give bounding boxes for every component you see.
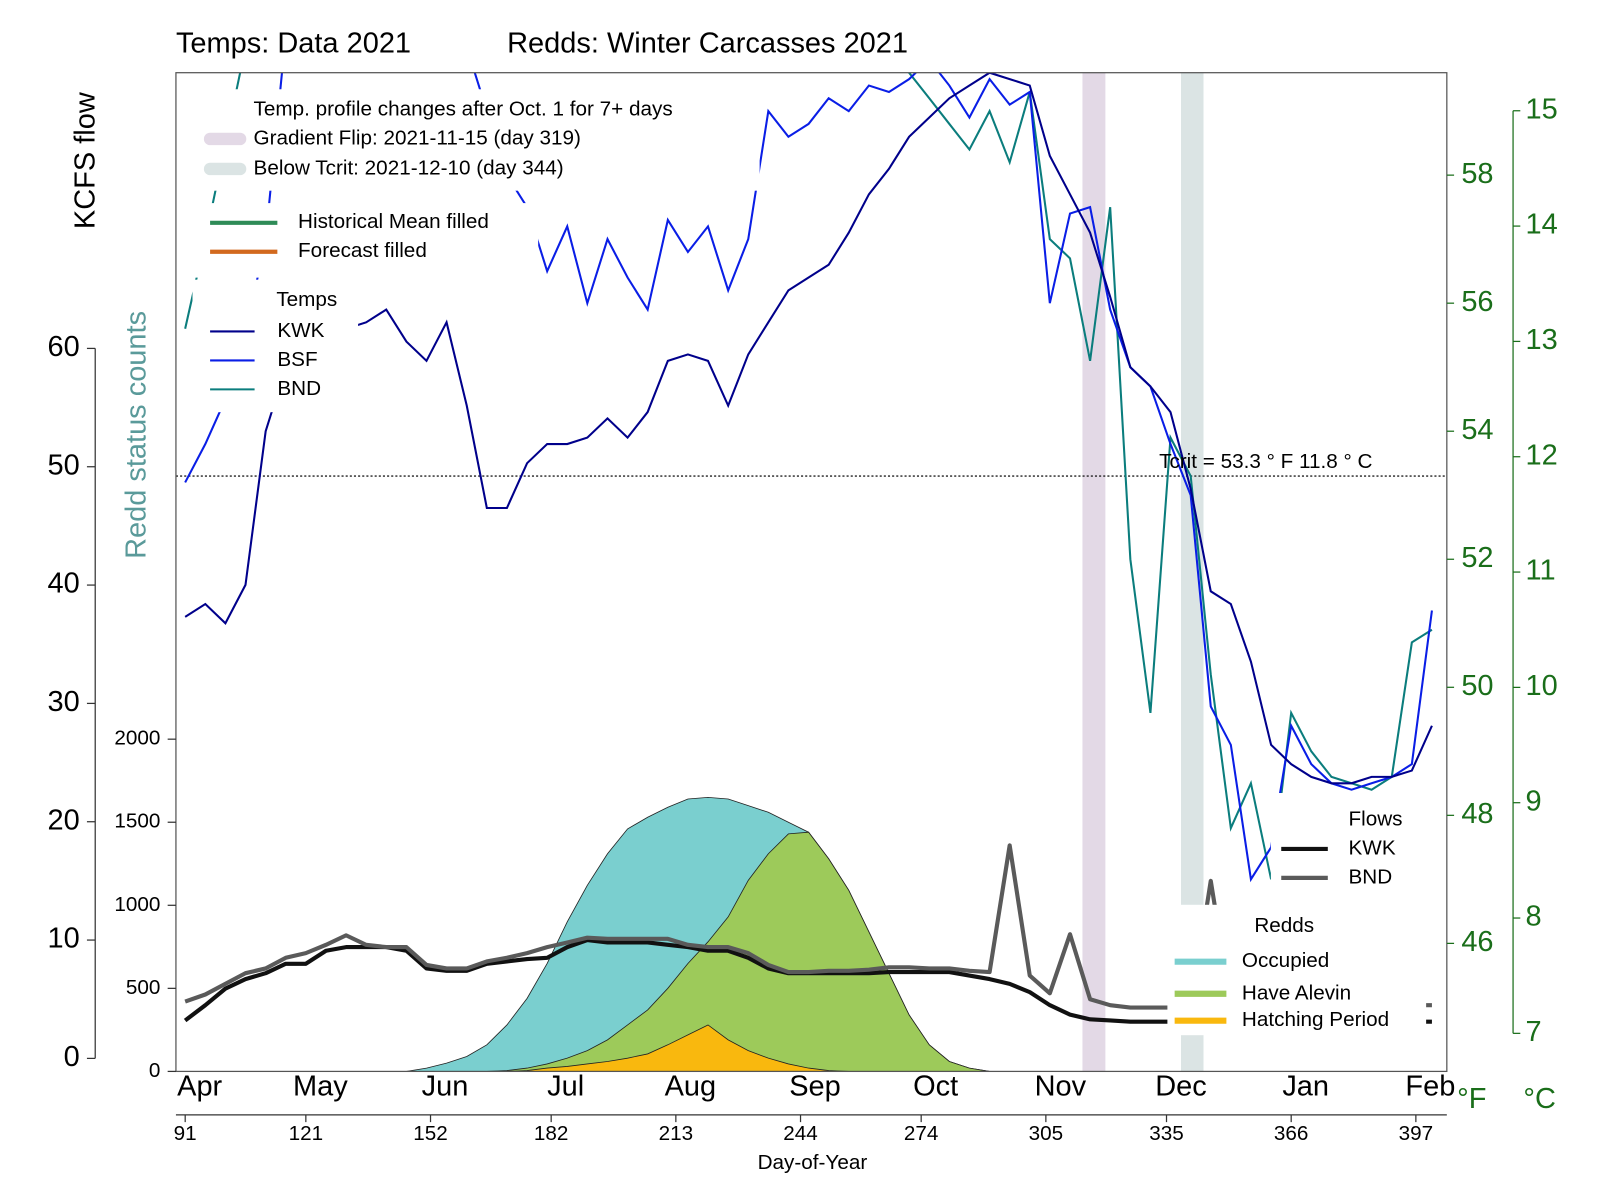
month-label: Nov xyxy=(1035,1071,1087,1103)
legend-label: KWK xyxy=(277,319,324,342)
plot-frame xyxy=(175,72,1448,1073)
month-label: Jun xyxy=(422,1071,469,1103)
y-tick-label: 500 xyxy=(126,976,161,999)
y3-tick-label: 7 xyxy=(1525,1016,1541,1048)
month-label: Aug xyxy=(665,1071,717,1103)
legend-title: Flows xyxy=(1349,807,1403,830)
y-axis-title: KCFS flow xyxy=(70,92,102,229)
band xyxy=(1180,72,1204,1072)
month-label: Jul xyxy=(547,1071,584,1103)
x-tick-label: 274 xyxy=(904,1122,939,1145)
temp-line xyxy=(184,72,1433,785)
y2-tick-label: 58 xyxy=(1461,158,1493,190)
y3-tick-label: 11 xyxy=(1525,555,1555,587)
bands xyxy=(1082,72,1204,1072)
y-tick-label: 10 xyxy=(47,923,79,955)
y-tick-label: 0 xyxy=(64,1041,80,1073)
y3-tick-label: 14 xyxy=(1525,209,1557,241)
y2-tick-label: 46 xyxy=(1461,926,1493,958)
legend-label: BND xyxy=(1349,865,1393,888)
legend-box xyxy=(1167,904,1427,1036)
x-tick-label: 121 xyxy=(289,1122,324,1145)
y3-tick-label: 8 xyxy=(1525,901,1541,933)
month-label: May xyxy=(293,1071,348,1103)
legend-box xyxy=(192,203,539,278)
x-tick-label: 213 xyxy=(659,1122,694,1145)
axes: 91 Apr 121 May 152 Jun 182 Jul 213 Aug 244 Sep 274 Oc… xyxy=(47,72,1558,1174)
band xyxy=(1082,72,1106,1072)
temp-line xyxy=(184,72,1433,883)
legends: Temp. profile changes after Oct. 1 for 7… xyxy=(192,89,1447,1036)
y3-tick-label: 12 xyxy=(1525,439,1557,471)
month-label: Feb xyxy=(1405,1071,1455,1103)
y-tick-label: 50 xyxy=(47,449,79,481)
x-tick-label: 152 xyxy=(413,1122,448,1145)
month-label: Oct xyxy=(913,1071,958,1103)
x-tick-label: 244 xyxy=(783,1122,818,1145)
legend-box xyxy=(192,89,760,191)
x-tick-label: 182 xyxy=(534,1122,569,1145)
legend-label: Hatching Period xyxy=(1242,1008,1389,1031)
y-tick-label: 30 xyxy=(47,686,79,718)
y2-tick-label: 52 xyxy=(1461,542,1493,574)
legend-label: Occupied xyxy=(1242,949,1329,972)
y2-tick-label: 50 xyxy=(1461,670,1493,702)
legend-label: Below Tcrit: 2021-12-10 (day 344) xyxy=(254,156,564,179)
y-axis-title: Redd status counts xyxy=(120,311,152,559)
x-tick-label: 397 xyxy=(1399,1122,1434,1145)
month-label: Dec xyxy=(1155,1071,1207,1103)
redd-area xyxy=(406,831,990,1072)
month-label: Sep xyxy=(789,1071,841,1103)
y2-tick-label: 54 xyxy=(1461,414,1493,446)
y2-tick-label: 56 xyxy=(1461,286,1493,318)
data: Tcrit = 53.3 ° F 11.8 ° C xyxy=(175,72,1447,1072)
y3-tick-label: 9 xyxy=(1525,785,1541,817)
y-tick-label: 60 xyxy=(47,331,79,363)
chart-title: Redds: Winter Carcasses 2021 xyxy=(507,27,908,59)
y-tick-label: 0 xyxy=(149,1059,161,1082)
x-tick-label: 366 xyxy=(1274,1122,1309,1145)
y-tick-label: 1000 xyxy=(114,893,160,916)
x-tick-label: 305 xyxy=(1029,1122,1064,1145)
legend-title: Temps xyxy=(276,288,337,311)
y3-tick-label: 15 xyxy=(1525,93,1557,125)
legend-label: BSF xyxy=(277,348,317,371)
legend-title: Temp. profile changes after Oct. 1 for 7… xyxy=(254,97,673,120)
y3-axis-title: °C xyxy=(1523,1083,1556,1115)
y-tick-label: 20 xyxy=(47,804,79,836)
y2-axis-title: °F xyxy=(1457,1083,1486,1115)
chart-title: Temps: Data 2021 xyxy=(176,27,411,59)
y-tick-label: 1500 xyxy=(114,810,160,833)
y2-tick-label: 48 xyxy=(1461,798,1493,830)
x-axis-title: Day-of-Year xyxy=(758,1151,868,1174)
legend-label: Historical Mean filled xyxy=(298,210,489,233)
temp-line xyxy=(184,72,1433,880)
legend-label: KWK xyxy=(1349,836,1396,859)
tcrit-label: Tcrit = 53.3 ° F 11.8 ° C xyxy=(1159,450,1372,473)
x-tick-label: 335 xyxy=(1149,1122,1184,1145)
legend-label: BND xyxy=(277,377,321,400)
month-label: Jan xyxy=(1282,1071,1329,1103)
redd-area xyxy=(406,1024,990,1072)
x-tick-label: 91 xyxy=(174,1122,197,1145)
legend-label: Gradient Flip: 2021-11-15 (day 319) xyxy=(254,126,581,149)
month-label: Apr xyxy=(177,1071,222,1103)
y3-tick-label: 10 xyxy=(1525,670,1557,702)
y-tick-label: 2000 xyxy=(114,727,160,750)
y3-tick-label: 13 xyxy=(1525,324,1557,356)
legend-label: Have Alevin xyxy=(1242,981,1351,1004)
legend-label: Forecast filled xyxy=(298,239,427,262)
y-tick-label: 40 xyxy=(47,568,79,600)
legend-title: Redds xyxy=(1254,914,1314,937)
